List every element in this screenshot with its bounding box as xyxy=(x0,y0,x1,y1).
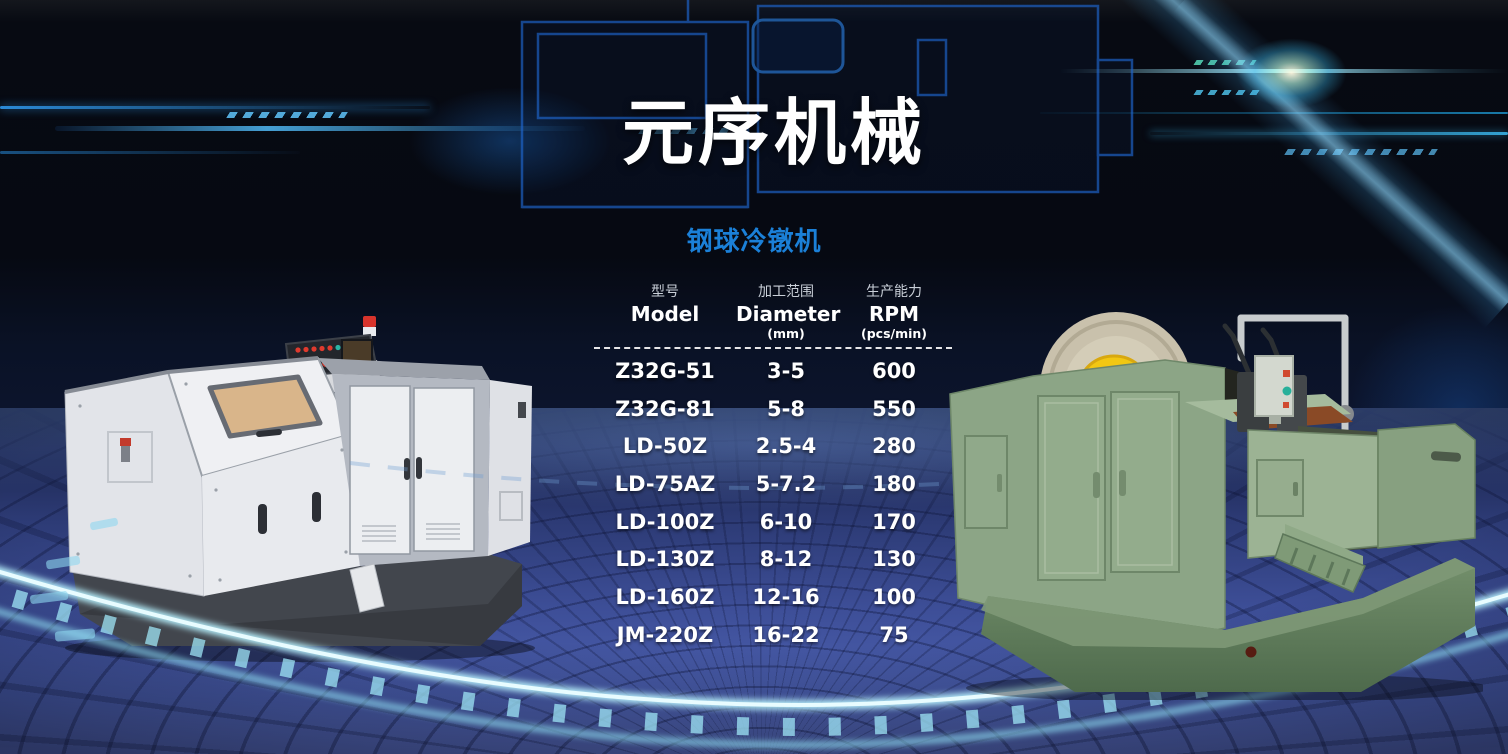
light-streak xyxy=(0,151,300,154)
rpm-cell: 280 xyxy=(872,434,916,459)
rpm-cell: 100 xyxy=(872,584,916,609)
diameter-cell: 8-12 xyxy=(759,547,813,572)
model-cell: Z32G-81 xyxy=(615,396,715,421)
rpm-cell: 180 xyxy=(872,471,916,496)
rpm-cell: 170 xyxy=(872,509,916,534)
model-cell: JM-220Z xyxy=(616,622,714,647)
light-streak xyxy=(0,106,430,109)
model-cell: LD-75AZ xyxy=(614,471,716,496)
column-label-zh: 型号 xyxy=(651,284,679,300)
table-row: LD-160Z 12-16 100 xyxy=(594,578,952,616)
model-cell: LD-50Z xyxy=(622,434,708,459)
diameter-cell: 12-16 xyxy=(752,584,820,609)
spec-table-rows: Z32G-51 3-5 600 Z32G-81 5-8 550 LD-50Z 2.5-4 280… xyxy=(594,349,952,654)
model-cell: LD-160Z xyxy=(615,584,715,609)
dash-streak xyxy=(1284,149,1438,155)
spec-table: 型号 Model 加工范围 Diameter (mm) 生产能力 RPM (pcs/min) … xyxy=(594,282,952,654)
column-label-en: Model xyxy=(630,302,700,326)
rpm-cell: 550 xyxy=(872,396,916,421)
column-header: 加工范围 Diameter (mm) xyxy=(736,282,841,342)
product-subtitle: 钢球冷镦机 xyxy=(686,227,822,257)
table-row: LD-100Z 6-10 170 xyxy=(594,503,952,541)
table-row: Z32G-81 5-8 550 xyxy=(594,390,952,428)
brand-title: 元序机械 xyxy=(621,91,926,175)
column-unit xyxy=(594,327,736,342)
column-label-zh: 加工范围 xyxy=(758,284,814,300)
lens-flare xyxy=(1215,25,1385,125)
column-header: 生产能力 RPM (pcs/min) xyxy=(836,282,952,342)
dash-streak xyxy=(226,112,348,118)
rpm-cell: 130 xyxy=(872,547,916,572)
table-row: Z32G-51 3-5 600 xyxy=(594,352,952,390)
column-label-en: Diameter xyxy=(736,302,841,326)
table-row: LD-130Z 8-12 130 xyxy=(594,540,952,578)
rpm-cell: 75 xyxy=(879,622,909,647)
table-row: LD-75AZ 5-7.2 180 xyxy=(594,465,952,503)
wireframe-machine-backdrop xyxy=(520,0,1134,209)
diameter-cell: 5-7.2 xyxy=(755,471,817,496)
column-label-en: RPM xyxy=(869,302,919,326)
blue-glow xyxy=(370,66,650,216)
spec-table-header: 型号 Model 加工范围 Diameter (mm) 生产能力 RPM (pcs/min) xyxy=(594,282,952,342)
rpm-cell: 600 xyxy=(872,358,916,383)
header-separator xyxy=(594,347,952,349)
model-cell: LD-100Z xyxy=(615,509,715,534)
diameter-cell: 16-22 xyxy=(752,622,820,647)
model-cell: LD-130Z xyxy=(615,547,715,572)
diameter-cell: 5-8 xyxy=(767,396,805,421)
table-row: JM-220Z 16-22 75 xyxy=(594,616,952,654)
diameter-cell: 2.5-4 xyxy=(755,434,817,459)
column-unit: (mm) xyxy=(767,326,805,341)
column-header: 型号 Model xyxy=(594,282,736,342)
diameter-cell: 3-5 xyxy=(767,358,805,383)
column-label-zh: 生产能力 xyxy=(866,284,922,300)
column-unit: (pcs/min) xyxy=(861,326,927,341)
light-streak xyxy=(1150,132,1508,135)
diameter-cell: 6-10 xyxy=(759,509,813,534)
model-cell: Z32G-51 xyxy=(615,358,715,383)
table-row: LD-50Z 2.5-4 280 xyxy=(594,427,952,465)
